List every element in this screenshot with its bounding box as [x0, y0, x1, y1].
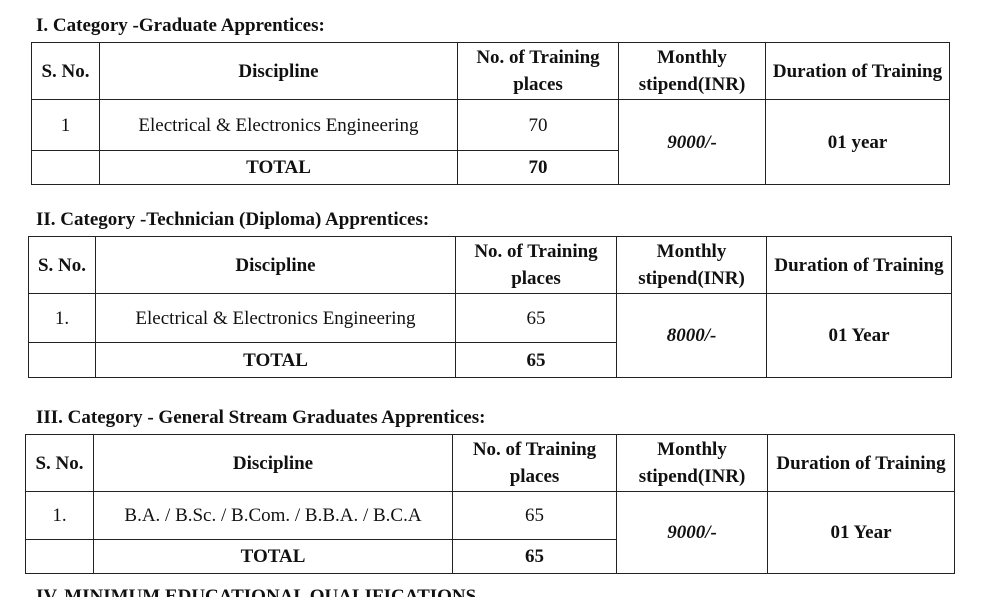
row-discipline: B.A. / B.Sc. / B.Com. / B.B.A. / B.C.A — [93, 491, 453, 540]
header-sno: S. No. — [31, 42, 100, 100]
duration-cell: 01 year — [765, 99, 950, 185]
header-places: No. of Training places — [455, 236, 617, 294]
total-sno-empty — [31, 150, 100, 185]
row-discipline: Electrical & Electronics Engineering — [99, 99, 458, 151]
header-duration: Duration of Training — [766, 236, 952, 294]
total-label: TOTAL — [95, 342, 456, 378]
stipend-cell: 9000/- — [618, 99, 766, 185]
duration-cell: 01 Year — [767, 491, 955, 574]
next-section-title-partial: IV. MINIMUM EDUCATIONAL QUALIFICATIONS — [36, 586, 477, 597]
total-sno-empty — [28, 342, 96, 378]
category-2-title: II. Category -Technician (Diploma) Appre… — [36, 209, 430, 230]
header-stipend: Monthly stipend(INR) — [616, 434, 768, 492]
total-value: 70 — [457, 150, 619, 185]
total-value: 65 — [452, 539, 617, 574]
header-discipline: Discipline — [95, 236, 456, 294]
header-discipline: Discipline — [93, 434, 453, 492]
row-sno: 1. — [28, 293, 96, 343]
total-label: TOTAL — [99, 150, 458, 185]
header-discipline: Discipline — [99, 42, 458, 100]
duration-cell: 01 Year — [766, 293, 952, 378]
header-sno: S. No. — [25, 434, 94, 492]
category-1-table: S. No. Discipline No. of Training places… — [31, 42, 950, 185]
header-sno: S. No. — [28, 236, 96, 294]
header-duration: Duration of Training — [767, 434, 955, 492]
stipend-cell: 9000/- — [616, 491, 768, 574]
row-places: 65 — [455, 293, 617, 343]
row-places: 70 — [457, 99, 619, 151]
header-places: No. of Training places — [452, 434, 617, 492]
header-places: No. of Training places — [457, 42, 619, 100]
row-sno: 1 — [31, 99, 100, 151]
category-1-title: I. Category -Graduate Apprentices: — [36, 15, 325, 36]
category-3-title: III. Category - General Stream Graduates… — [36, 407, 486, 428]
category-3-table: S. No. Discipline No. of Training places… — [25, 434, 955, 574]
stipend-cell: 8000/- — [616, 293, 767, 378]
header-duration: Duration of Training — [765, 42, 950, 100]
total-value: 65 — [455, 342, 617, 378]
header-stipend: Monthly stipend(INR) — [616, 236, 767, 294]
header-stipend: Monthly stipend(INR) — [618, 42, 766, 100]
total-sno-empty — [25, 539, 94, 574]
row-places: 65 — [452, 491, 617, 540]
total-label: TOTAL — [93, 539, 453, 574]
row-sno: 1. — [25, 491, 94, 540]
row-discipline: Electrical & Electronics Engineering — [95, 293, 456, 343]
category-2-table: S. No. Discipline No. of Training places… — [28, 236, 952, 378]
